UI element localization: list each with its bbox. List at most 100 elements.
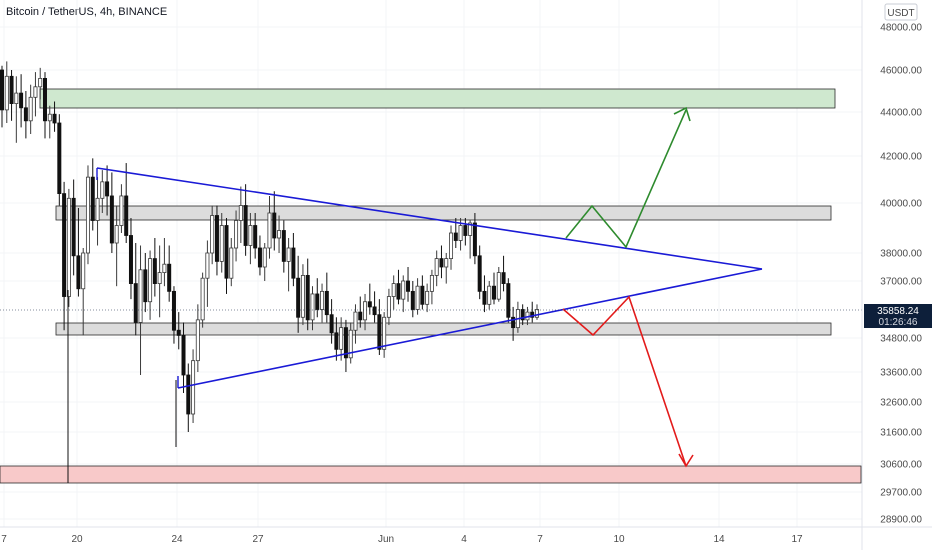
candle-body	[420, 285, 425, 305]
candle-body	[133, 283, 138, 323]
candle-body	[372, 306, 377, 316]
candle-body	[501, 272, 506, 284]
candle-body	[62, 193, 67, 297]
time-tick-label: 20	[71, 534, 83, 545]
candle-body	[219, 225, 224, 262]
candle-body	[506, 283, 511, 318]
time-tick-label: Jun	[378, 534, 394, 545]
price-tick-label: 28900.00	[880, 515, 922, 526]
candle-body	[458, 225, 463, 241]
candle-body	[214, 215, 219, 262]
candle-body	[109, 195, 114, 244]
drawings-layer	[0, 106, 862, 468]
candle-body	[463, 225, 468, 236]
zone-target-support	[0, 465, 862, 484]
candle-body	[415, 285, 420, 310]
candle-body	[425, 290, 430, 305]
candle-body	[81, 252, 86, 290]
last-price-value: 35858.24	[877, 306, 919, 317]
currency-label: USDT	[887, 8, 914, 19]
candle-body	[472, 222, 477, 257]
price-tick-label: 32600.00	[880, 398, 922, 409]
triangle-lower-line	[177, 268, 763, 389]
time-tick-label: 10	[613, 534, 625, 545]
candle-body	[9, 75, 14, 105]
candle-body	[477, 255, 482, 292]
currency-badge[interactable]: USDT	[884, 3, 918, 21]
candle-body	[167, 263, 172, 292]
candle-body	[496, 272, 501, 300]
candle-body	[152, 258, 157, 284]
candle-body	[143, 269, 148, 303]
price-tick-label: 48000.00	[880, 23, 922, 34]
candle-body	[320, 290, 325, 310]
candle-body	[124, 195, 129, 236]
candle-body	[396, 283, 401, 300]
price-tick-label: 34800.00	[880, 334, 922, 345]
candle-body	[281, 230, 286, 262]
candle-body	[4, 75, 9, 111]
candle-body	[0, 69, 4, 111]
candle-body	[286, 247, 291, 262]
candle-body	[224, 225, 229, 279]
candle-body	[200, 277, 205, 321]
candle-body	[47, 113, 52, 122]
time-tick-label: 14	[713, 534, 725, 545]
price-axis[interactable]: 48000.00 46000.00 44000.00 42000.00 40000.00…	[880, 23, 922, 526]
candle-body	[353, 311, 358, 331]
time-tick-label: 7	[1, 534, 7, 545]
bullish-projection	[565, 109, 687, 249]
candle-body	[453, 232, 458, 241]
candle-body	[300, 274, 305, 318]
candle-body	[33, 86, 38, 98]
candle-body	[66, 197, 71, 297]
candle-body	[171, 290, 176, 331]
candle-body	[406, 280, 411, 292]
candle-body	[100, 181, 105, 199]
candle-body	[148, 258, 153, 303]
time-tick-label: 27	[252, 534, 264, 545]
candle-body	[42, 78, 47, 122]
candle-body	[23, 107, 28, 122]
price-tick-label: 38000.00	[880, 249, 922, 260]
candle-body	[234, 220, 239, 249]
candle-body	[315, 293, 320, 310]
candle-body	[14, 92, 19, 104]
candle-body	[377, 314, 382, 350]
price-tick-label: 30600.00	[880, 460, 922, 471]
price-tick-label: 37000.00	[880, 277, 922, 288]
candle-body	[181, 335, 186, 376]
candle-body	[128, 235, 133, 284]
candle-body	[19, 92, 24, 109]
price-tick-label: 40000.00	[880, 199, 922, 210]
last-price-tag: 35858.24 01:26:46	[864, 304, 932, 328]
candle-body	[291, 247, 296, 279]
price-tick-label: 33600.00	[880, 368, 922, 379]
candle-body	[238, 205, 243, 221]
candle-body	[57, 122, 62, 194]
candle-body	[520, 309, 525, 321]
candle-body	[138, 269, 143, 323]
candle-body	[511, 316, 516, 329]
candles-layer	[0, 61, 540, 483]
candle-body	[85, 176, 90, 254]
candle-body	[363, 301, 368, 321]
grid-layer	[0, 0, 862, 527]
candle-body	[449, 232, 454, 260]
candle-body	[205, 252, 210, 279]
candle-body	[310, 293, 315, 321]
candle-body	[444, 258, 449, 268]
time-axis[interactable]: 7 20 24 27 Jun 4 7 10 14 17	[1, 534, 803, 545]
candle-body	[277, 230, 282, 239]
candle-body	[391, 283, 396, 297]
candle-body	[95, 197, 100, 221]
candle-body	[487, 285, 492, 305]
candle-body	[248, 225, 253, 246]
candle-body	[253, 225, 258, 249]
candle-body	[195, 319, 200, 362]
time-tick-label: 4	[461, 534, 467, 545]
price-tick-label: 29700.00	[880, 488, 922, 499]
candle-body	[334, 332, 339, 350]
candle-body	[401, 280, 406, 300]
